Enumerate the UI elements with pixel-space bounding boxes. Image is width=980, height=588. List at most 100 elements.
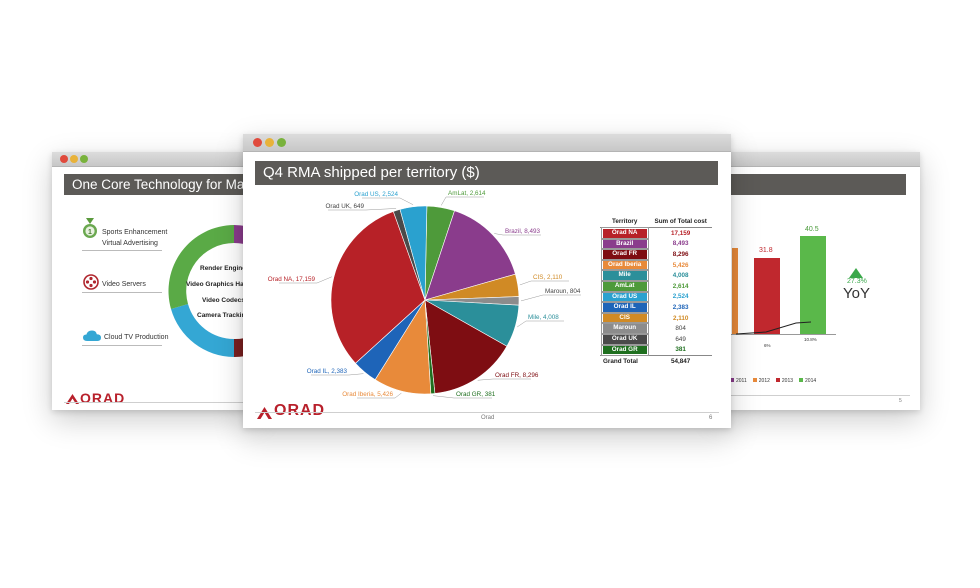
territory-cell: Orad NA: [600, 227, 649, 240]
total-label: Grand Total: [600, 355, 650, 368]
svg-text:1: 1: [88, 229, 92, 236]
legend-item-2014: 2014: [799, 378, 816, 384]
pie-label-orad-il: Orad IL, 2,383: [307, 368, 348, 375]
right-slide-window: 31.8 40.5 6% 10.8% 27.3% YoY 2011 2012 2…: [716, 152, 920, 410]
yoy-label: YoY: [843, 285, 870, 302]
service-divider: [82, 292, 162, 293]
bar-value-2014: 40.5: [805, 226, 819, 233]
territory-swatch-label: Orad US: [600, 290, 649, 304]
left-orad-logo: ORAD: [80, 390, 126, 406]
right-window-bar: [716, 152, 920, 167]
total-value: 54,847: [649, 355, 712, 368]
pie-label-orad-iberia: Orad Iberia, 5,426: [342, 391, 393, 398]
pie-chart: AmLat, 2,614 Brazil, 8,493 CIS, 2,110 Marou…: [268, 190, 581, 399]
maximize-dot-icon[interactable]: [277, 138, 286, 147]
center-page-number: 6: [709, 415, 713, 421]
table-row: Orad US 2,524: [600, 290, 712, 304]
maximize-dot-icon[interactable]: [80, 155, 88, 163]
table-row: Orad UK 649: [600, 332, 712, 346]
service-divider: [82, 345, 162, 346]
legend: 2011 2012 2013 2014: [730, 378, 816, 384]
total-cost-cell: 2,110: [672, 314, 689, 322]
left-slide-title: One Core Technology for Many: [64, 174, 257, 195]
total-cost-cell: 2,383: [672, 303, 689, 311]
table-row: Orad IL 2,383: [600, 301, 712, 314]
core-item-video-codecs: Video Codecs: [202, 297, 245, 304]
pie-leader-line: [279, 276, 332, 284]
pie-leader-line: [520, 294, 581, 302]
table-row: Maroun 804: [600, 322, 712, 335]
close-dot-icon[interactable]: [60, 155, 68, 163]
pie-label-orad-fr: Orad FR, 8,296: [495, 372, 539, 379]
table-row: AmLat 2,614: [600, 280, 712, 293]
legend-item-2012: 2012: [752, 378, 770, 384]
center-footer-line: [255, 412, 719, 413]
table-row: Brazil 8,493: [600, 237, 712, 251]
table-row: Orad Iberia 5,426: [600, 258, 712, 272]
total-cost-cell: 2,524: [672, 293, 689, 301]
territory-swatch-label: Orad Iberia: [600, 258, 649, 272]
bar-2013: [754, 258, 780, 334]
table-row: Orad NA 17,159: [600, 227, 712, 240]
territory-cell: Orad FR: [600, 248, 649, 261]
core-item-render-engine: Render Engine: [200, 265, 246, 272]
legend-item-2013: 2013: [775, 378, 793, 384]
table-header-territory: Territory: [600, 216, 650, 228]
pie-leader-line: [433, 395, 492, 399]
center-slide-title: Q4 RMA shipped per territory ($): [255, 161, 718, 185]
territory-cell: Maroun: [600, 322, 649, 335]
territory-cell: Orad IL: [600, 301, 649, 314]
territory-swatch-label: Brazil: [600, 237, 649, 251]
pie-leader-line: [328, 208, 397, 211]
territory-cell: AmLat: [600, 280, 649, 293]
minimize-dot-icon[interactable]: [265, 138, 274, 147]
total-cost-cell: 2,614: [672, 282, 689, 290]
footer-center-text: Orad: [481, 415, 495, 421]
medal-icon: 1: [83, 218, 97, 238]
territory-swatch-label: Mile: [600, 269, 649, 282]
total-cost-cell: 8,296: [672, 250, 689, 258]
right-slide-titlebar: [716, 174, 906, 195]
territory-cell: Orad US: [600, 290, 649, 304]
film-reel-icon: [83, 274, 99, 290]
territory-swatch-label: AmLat: [600, 280, 649, 293]
pie-label-mile: Mile, 4,008: [528, 314, 559, 321]
close-dot-icon[interactable]: [253, 138, 262, 147]
minimize-dot-icon[interactable]: [70, 155, 78, 163]
pie-leader-line: [516, 320, 564, 328]
left-footer-line: [64, 402, 257, 403]
pie-label-orad-us: Orad US, 2,524: [354, 191, 398, 198]
total-cost-cell: 8,493: [672, 240, 689, 248]
territory-cell: Mile: [600, 269, 649, 282]
total-cost-cell: 649: [675, 335, 686, 343]
pie-label-amlat: AmLat, 2,614: [448, 190, 486, 197]
table-row: Orad GR 381: [600, 343, 712, 357]
pie-label-orad-uk: Orad UK, 649: [325, 203, 364, 210]
total-cost-cell: 381: [675, 346, 686, 354]
territory-cell: Brazil: [600, 237, 649, 251]
pie-label-cis: CIS, 2,110: [533, 274, 563, 281]
pie-label-brazil: Brazil, 8,493: [505, 228, 540, 235]
territory-table: Territory Sum of Total cost Orad NA 17,15…: [600, 216, 712, 368]
service-label-cloud: Cloud TV Production: [104, 334, 169, 341]
orad-logo-icon: [66, 394, 79, 404]
pie-leader-line: [440, 196, 484, 206]
bar-value-2013: 31.8: [759, 247, 773, 254]
territory-swatch-label: Orad FR: [600, 248, 649, 261]
territory-swatch-label: Orad UK: [600, 332, 649, 346]
territory-swatch-label: Orad NA: [600, 227, 649, 240]
cloud-icon: [83, 330, 101, 341]
territory-swatch-label: Maroun: [600, 322, 649, 335]
pie-slice-orad-us: [399, 205, 428, 301]
pie-slice-brazil: [424, 210, 516, 301]
territory-cell: Orad UK: [600, 332, 649, 346]
territory-swatch-label: CIS: [600, 311, 649, 325]
table-header-row: Territory Sum of Total cost: [600, 216, 712, 228]
left-window-bar: [52, 152, 257, 167]
total-cost-cell: 5,426: [672, 261, 689, 269]
table-row: Mile 4,008: [600, 269, 712, 282]
territory-cell: Orad Iberia: [600, 258, 649, 272]
pie-leader-line: [311, 373, 364, 376]
table-total-row: Grand Total 54,847: [600, 355, 712, 368]
center-slide-window: Q4 RMA shipped per territory ($) AmLat, …: [243, 134, 731, 428]
